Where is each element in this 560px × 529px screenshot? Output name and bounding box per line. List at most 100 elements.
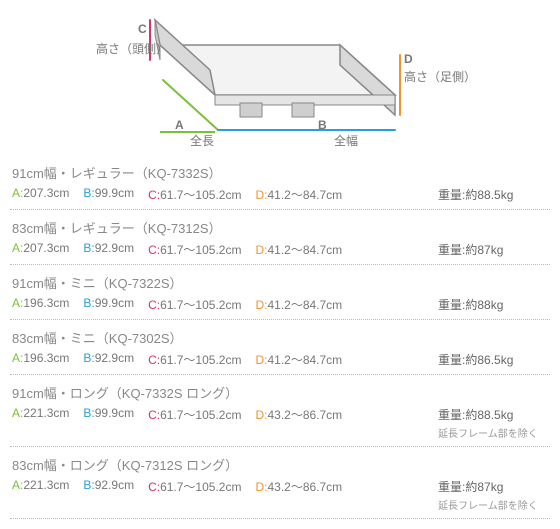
dim-B-value: 99.9cm bbox=[95, 296, 134, 310]
dim-B-value: 92.9cm bbox=[95, 478, 134, 492]
dim-C-label: C: bbox=[148, 243, 160, 257]
dim-C-value: 61.7〜105.2cm bbox=[160, 188, 241, 202]
dim-D: D:41.2〜84.7cm bbox=[255, 296, 342, 313]
dimensions: A:207.3cm B:99.9cm C:61.7〜105.2cm D:41.2〜84… bbox=[12, 186, 342, 203]
diagram-d-text: 高さ（足側） bbox=[404, 68, 476, 85]
dim-C-label: C: bbox=[148, 188, 160, 202]
model-row: 91cm幅・ロング（KQ-7332S ロング）A:221.3cmB:99.9cm… bbox=[10, 375, 550, 447]
dim-D: D:41.2〜84.7cm bbox=[255, 351, 342, 368]
weight-block: 重量:約87kg bbox=[438, 241, 548, 258]
model-row: 83cm幅・ミニ（KQ-7302S） A:196.3cm B:92.9cm C:61.… bbox=[10, 320, 550, 375]
dimensions: A:221.3cm B:92.9cm C:61.7〜105.2cm D:43.2〜86… bbox=[12, 478, 342, 495]
weight: 重量:約87kg bbox=[438, 241, 548, 258]
dim-A-value: 196.3cm bbox=[23, 351, 69, 365]
model-row: 83cm幅・レギュラー（KQ-7312S） A:207.3cm B:92.9cm C:… bbox=[10, 210, 550, 265]
dim-B-label: B: bbox=[83, 406, 94, 420]
model-body: A:207.3cm B:92.9cm C:61.7〜105.2cm D:41.2〜84… bbox=[12, 241, 548, 258]
dim-B: B:99.9cm bbox=[83, 186, 134, 203]
dim-C: C:61.7〜105.2cm bbox=[148, 478, 241, 495]
dim-C: C:61.7〜105.2cm bbox=[148, 296, 241, 313]
dim-B-label: B: bbox=[83, 351, 94, 365]
weight: 重量:約86.5kg bbox=[438, 351, 548, 368]
dim-C-value: 61.7〜105.2cm bbox=[160, 298, 241, 312]
dim-A-label: A: bbox=[12, 351, 23, 365]
dim-B: B:92.9cm bbox=[83, 241, 134, 258]
weight-block: 重量:約88.5kg bbox=[438, 186, 548, 203]
dim-C-label: C: bbox=[148, 480, 160, 494]
dim-D-label: D: bbox=[255, 480, 267, 494]
dim-A: A:196.3cm bbox=[12, 296, 69, 313]
dim-A-value: 207.3cm bbox=[23, 186, 69, 200]
dim-B-value: 99.9cm bbox=[95, 186, 134, 200]
dim-D: D:41.2〜84.7cm bbox=[255, 241, 342, 258]
dim-A-value: 196.3cm bbox=[23, 296, 69, 310]
dim-A-value: 207.3cm bbox=[23, 241, 69, 255]
model-title: 83cm幅・ミニ（KQ-7302S） bbox=[12, 328, 548, 347]
dim-C-value: 61.7〜105.2cm bbox=[160, 480, 241, 494]
dim-D-value: 41.2〜84.7cm bbox=[267, 243, 342, 257]
dim-B-label: B: bbox=[83, 296, 94, 310]
dimensions: A:196.3cm B:92.9cm C:61.7〜105.2cm D:41.2〜84… bbox=[12, 351, 342, 368]
dim-C-value: 61.7〜105.2cm bbox=[160, 243, 241, 257]
dim-D-label: D: bbox=[255, 353, 267, 367]
weight-note: 延長フレーム部を除く bbox=[438, 425, 548, 440]
dimensions: A:196.3cm B:99.9cm C:61.7〜105.2cm D:41.2〜84… bbox=[12, 296, 342, 313]
dim-A-value: 221.3cm bbox=[23, 478, 69, 492]
dim-A-label: A: bbox=[12, 296, 23, 310]
dim-D-label: D: bbox=[255, 408, 267, 422]
dim-A: A:196.3cm bbox=[12, 351, 69, 368]
weight-block: 重量:約88kg bbox=[438, 296, 548, 313]
dim-C: C:61.7〜105.2cm bbox=[148, 186, 241, 203]
dim-A-label: A: bbox=[12, 406, 23, 420]
dim-C-label: C: bbox=[148, 353, 160, 367]
weight: 重量:約88kg bbox=[438, 296, 548, 313]
bed-diagram: 高さ（頭側） C D 高さ（足側） A 全長 B 全幅 bbox=[0, 0, 560, 155]
dim-B-value: 99.9cm bbox=[95, 406, 134, 420]
model-title: 91cm幅・レギュラー（KQ-7332S） bbox=[12, 163, 548, 182]
dim-C-value: 61.7〜105.2cm bbox=[160, 408, 241, 422]
model-title: 83cm幅・レギュラー（KQ-7312S） bbox=[12, 218, 548, 237]
dim-D-value: 43.2〜86.7cm bbox=[267, 480, 342, 494]
model-body: A:207.3cm B:99.9cm C:61.7〜105.2cm D:41.2〜84… bbox=[12, 186, 548, 203]
dim-B: B:99.9cm bbox=[83, 296, 134, 313]
dim-A-label: A: bbox=[12, 241, 23, 255]
dim-B: B:92.9cm bbox=[83, 351, 134, 368]
dim-D-value: 41.2〜84.7cm bbox=[267, 298, 342, 312]
weight: 重量:約87kg bbox=[438, 478, 548, 495]
dim-A: A:207.3cm bbox=[12, 186, 69, 203]
diagram-c-letter: C bbox=[138, 22, 147, 36]
dim-D-value: 41.2〜84.7cm bbox=[267, 188, 342, 202]
diagram-b-text: 全幅 bbox=[334, 132, 358, 149]
dim-C-value: 61.7〜105.2cm bbox=[160, 353, 241, 367]
diagram-a-letter: A bbox=[175, 118, 184, 132]
dim-D-label: D: bbox=[255, 243, 267, 257]
dim-C: C:61.7〜105.2cm bbox=[148, 351, 241, 368]
dim-A: A:221.3cm bbox=[12, 406, 69, 423]
weight-block: 重量:約88.5kg延長フレーム部を除く bbox=[438, 406, 548, 440]
model-body: A:221.3cm B:92.9cm C:61.7〜105.2cm D:43.2〜86… bbox=[12, 478, 548, 512]
dim-D: D:41.2〜84.7cm bbox=[255, 186, 342, 203]
model-rows: 91cm幅・レギュラー（KQ-7332S）A:207.3cmB:99.9cmC:… bbox=[0, 155, 560, 529]
dimensions: A:221.3cmB:99.9cmC:61.7〜105.2cmD:43.2〜86… bbox=[12, 406, 342, 423]
diagram-b-letter: B bbox=[318, 118, 327, 132]
dim-D-value: 43.2〜86.7cm bbox=[267, 408, 342, 422]
dim-A-label: A: bbox=[12, 186, 23, 200]
dim-D-label: D: bbox=[255, 188, 267, 202]
dim-B-label: B: bbox=[83, 241, 94, 255]
dim-C-label: C: bbox=[148, 298, 160, 312]
model-row: 91cm幅・レギュラー（KQ-7332S） A:207.3cm B:99.9cm C:… bbox=[10, 155, 550, 210]
model-body: A:196.3cm B:92.9cm C:61.7〜105.2cm D:41.2〜84… bbox=[12, 351, 548, 368]
dim-D: D:43.2〜86.7cm bbox=[255, 406, 342, 423]
dim-A: A:221.3cm bbox=[12, 478, 69, 495]
dim-A: A:207.3cm bbox=[12, 241, 69, 258]
weight-block: 重量:約87kg延長フレーム部を除く bbox=[438, 478, 548, 512]
dim-A-label: A: bbox=[12, 478, 23, 492]
dim-B: B:92.9cm bbox=[83, 478, 134, 495]
dim-B-label: B: bbox=[83, 478, 94, 492]
dimensions: A:207.3cm B:92.9cm C:61.7〜105.2cm D:41.2〜84… bbox=[12, 241, 342, 258]
dim-D: D:43.2〜86.7cm bbox=[255, 478, 342, 495]
diagram-a-text: 全長 bbox=[190, 132, 214, 149]
dim-C: C:61.7〜105.2cm bbox=[148, 241, 241, 258]
dim-A-value: 221.3cm bbox=[23, 406, 69, 420]
model-title: 91cm幅・ミニ（KQ-7322S） bbox=[12, 273, 548, 292]
